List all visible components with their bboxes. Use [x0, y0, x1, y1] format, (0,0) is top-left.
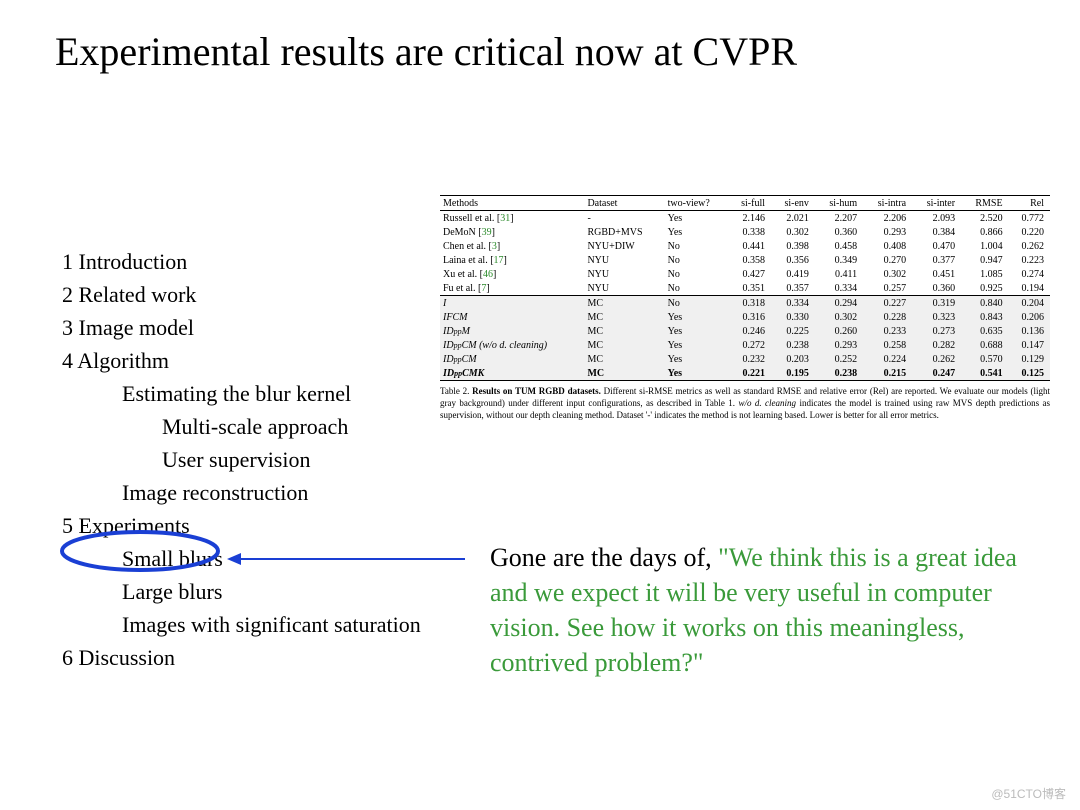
outline-item: Multi-scale approach [162, 410, 421, 443]
outline: 1 Introduction 2 Related work 3 Image mo… [62, 245, 421, 674]
outline-item: Images with significant saturation [122, 608, 421, 641]
quote-text: Gone are the days of, "We think this is … [490, 540, 1020, 680]
quote-black: Gone are the days of, [490, 543, 718, 572]
outline-item: Large blurs [122, 575, 421, 608]
outline-item: User supervision [162, 443, 421, 476]
arrow-annotation [225, 549, 465, 569]
outline-item: Image reconstruction [122, 476, 421, 509]
outline-item: Estimating the blur kernel [122, 377, 421, 410]
circle-annotation [55, 528, 225, 574]
outline-item: 6 Discussion [62, 641, 421, 674]
table-caption: Table 2. Results on TUM RGBD datasets. D… [440, 385, 1050, 421]
outline-item: 4 Algorithm [62, 344, 421, 377]
results-table: MethodsDatasettwo-view?si-fullsi-envsi-h… [440, 195, 1050, 421]
outline-item: 2 Related work [62, 278, 421, 311]
outline-item: 1 Introduction [62, 245, 421, 278]
slide-title: Experimental results are critical now at… [55, 28, 797, 75]
outline-item: 3 Image model [62, 311, 421, 344]
watermark: @51CTO博客 [991, 785, 1066, 802]
